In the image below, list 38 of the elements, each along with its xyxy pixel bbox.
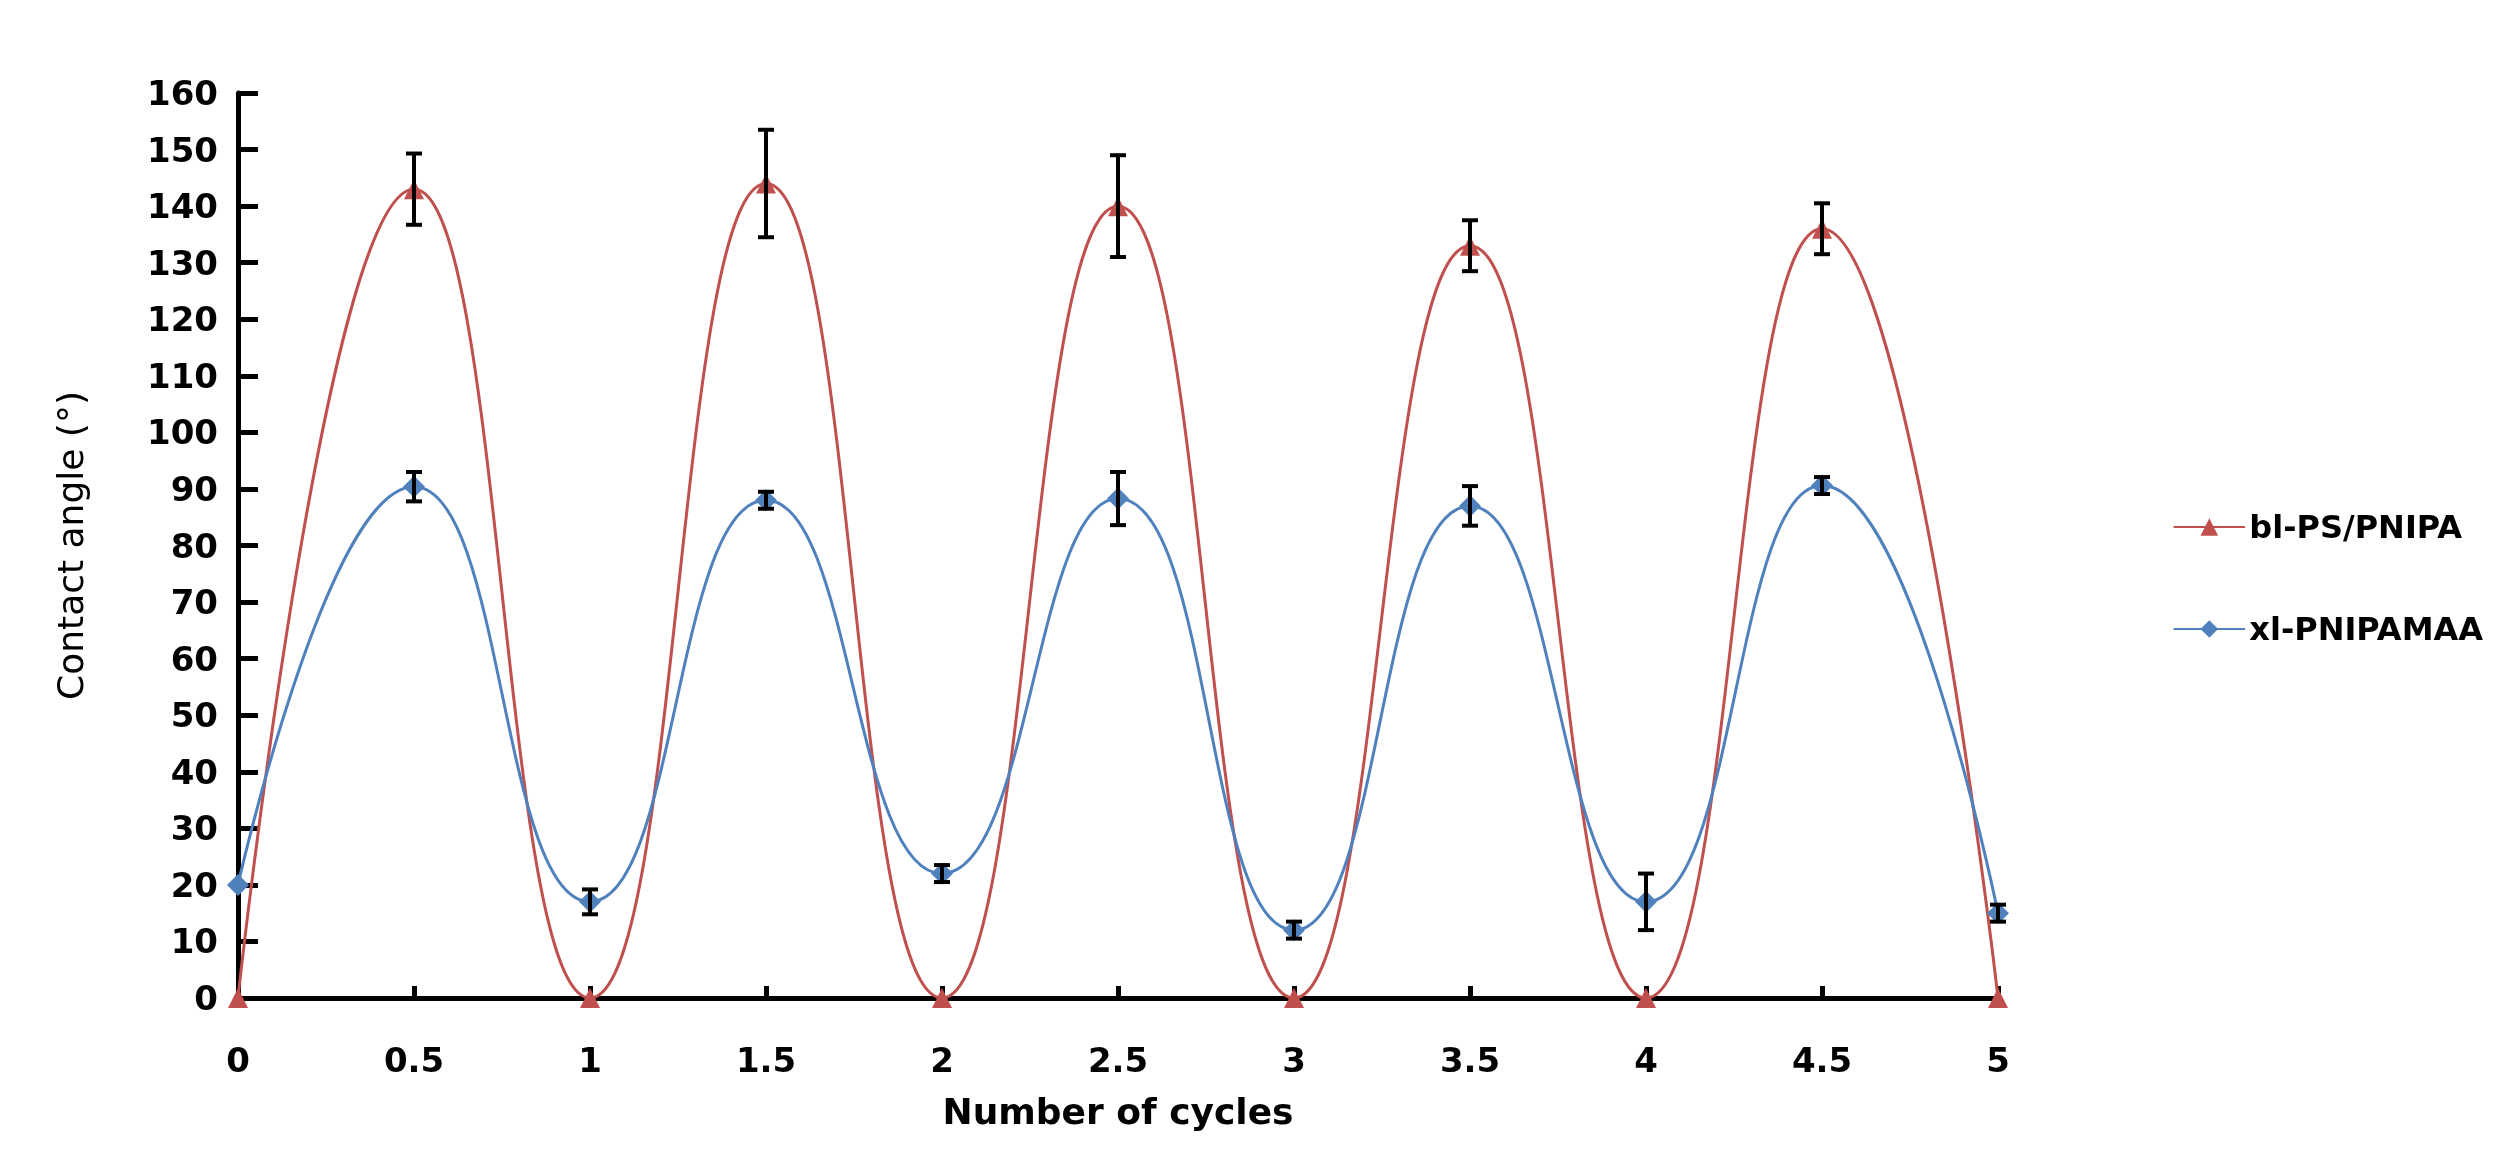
x-tick-label: 2.5 <box>1087 1040 1149 1080</box>
y-tick-label: 70 <box>170 582 218 623</box>
x-tick-label: 0 <box>226 1040 250 1080</box>
y-tick-label: 90 <box>170 468 218 509</box>
x-tick-label: 1.5 <box>735 1040 797 1080</box>
point <box>580 988 600 1008</box>
y-tick-label: 30 <box>170 808 218 849</box>
y-tick-label: 110 <box>147 355 218 396</box>
y-tick-label: 10 <box>170 921 218 962</box>
x-tick-label: 5 <box>1986 1040 2010 1080</box>
y-tick-label: 100 <box>147 412 218 453</box>
y-tick-label: 140 <box>147 186 218 227</box>
legend-label: xl-PNIPAMAA <box>2249 610 2484 648</box>
y-tick-label: 120 <box>147 299 218 340</box>
y-tick-label: 60 <box>170 638 218 679</box>
point <box>227 873 249 896</box>
x-tick-label: 2 <box>930 1040 954 1080</box>
y-axis-title: Contact angle (°) <box>49 391 91 700</box>
x-tick-label: 0.5 <box>383 1040 445 1080</box>
y-tick-label: 20 <box>170 864 218 905</box>
point <box>1636 988 1656 1008</box>
y-tick-label: 130 <box>147 242 218 283</box>
point <box>1284 988 1304 1008</box>
point <box>932 988 952 1008</box>
x-tick-label: 1 <box>578 1040 602 1080</box>
x-tick-label: 4.5 <box>1791 1040 1853 1080</box>
y-tick-label: 150 <box>147 129 218 170</box>
y-tick-label: 160 <box>147 73 218 113</box>
point <box>228 988 248 1008</box>
y-tick-label: 80 <box>170 525 218 566</box>
x-axis-title: Number of cycles <box>942 1090 1294 1132</box>
x-tick-label: 3.5 <box>1439 1040 1501 1080</box>
x-tick-label: 4 <box>1634 1040 1658 1080</box>
x-tick-label: 3 <box>1282 1040 1306 1080</box>
legend-label: bl-PS/PNIPA <box>2249 508 2463 546</box>
y-tick-label: 50 <box>170 695 218 736</box>
y-tick-label: 40 <box>170 751 218 792</box>
y-tick-label: 0 <box>194 978 218 1018</box>
